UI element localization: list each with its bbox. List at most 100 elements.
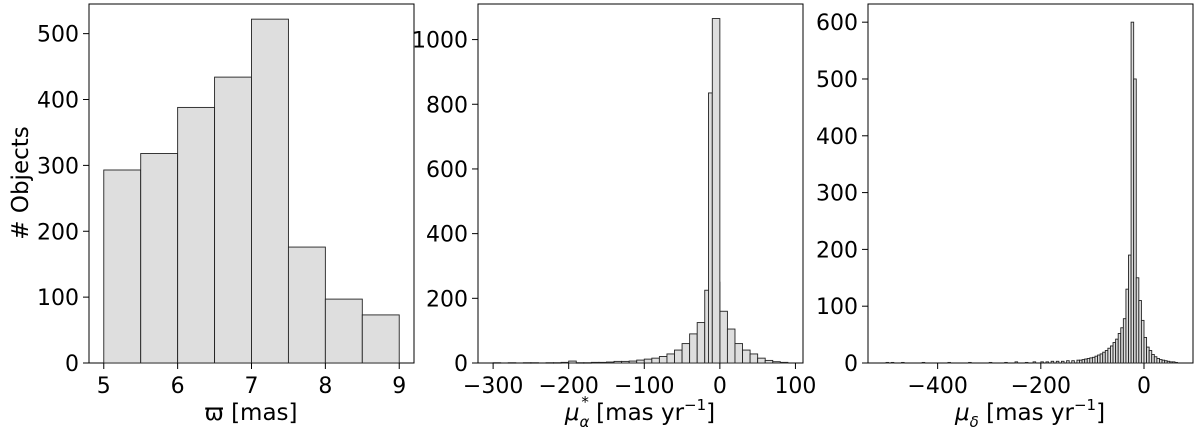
histogram-bar xyxy=(1061,360,1065,364)
pmdec-xlabel-rest: [mas yr xyxy=(979,400,1075,426)
histogram-bar xyxy=(214,76,252,364)
x-tick-label: 5 xyxy=(97,374,111,399)
pmra-xlabel-sup: * xyxy=(581,393,589,411)
histogram-bar xyxy=(742,349,751,364)
histogram-bar xyxy=(968,361,972,364)
histogram-bar xyxy=(324,298,363,364)
histogram-bar xyxy=(530,362,539,364)
histogram-bar xyxy=(711,18,721,364)
histogram-bar xyxy=(545,362,555,364)
histogram-bar xyxy=(726,328,736,364)
panel-pmra-xlabel: μα * [mas yr−1] xyxy=(564,393,715,431)
histogram-bar xyxy=(621,360,630,364)
pmdec-xlabel-close: ] xyxy=(1096,400,1105,426)
histogram-bar xyxy=(734,343,743,364)
panel-parallax-bars xyxy=(103,18,400,364)
histogram-bar xyxy=(103,169,142,364)
panel-pmra-bars xyxy=(492,18,789,364)
x-tick-label: −400 xyxy=(907,374,967,399)
histogram-bar xyxy=(681,343,691,364)
histogram-bar xyxy=(1014,361,1019,364)
histogram-bar xyxy=(575,362,585,364)
x-tick-label: 6 xyxy=(171,374,185,399)
panel-pmra-frame xyxy=(477,3,804,364)
y-tick-label: 800 xyxy=(426,93,468,118)
histogram-bar xyxy=(1040,361,1044,364)
x-tick-label: 0 xyxy=(1137,374,1151,399)
histogram-bar xyxy=(696,322,706,364)
histogram-bar xyxy=(287,246,326,364)
histogram-bar xyxy=(598,361,607,364)
histogram-bar xyxy=(1055,360,1060,364)
pmra-xlabel-close: ] xyxy=(706,400,715,426)
y-tick-label: 200 xyxy=(37,220,79,245)
y-tick-label: 100 xyxy=(816,295,858,320)
y-tick-label: 0 xyxy=(65,352,79,377)
histogram-bar xyxy=(689,333,698,364)
histogram-bar xyxy=(251,18,289,364)
panel-pmdec: −400 −200 0 0 100 200 300 400 500 600 μδ [mas yr… xyxy=(816,3,1194,431)
histogram-bar xyxy=(757,357,766,364)
histogram-bar xyxy=(560,361,570,364)
histogram-bar xyxy=(988,361,993,364)
histogram-bar xyxy=(1066,360,1070,364)
y-tick-label: 300 xyxy=(816,182,858,207)
histogram-bar xyxy=(1032,361,1037,364)
panel-pmra: −300 −200 −100 0 100 0 200 400 600 800 1000 μα * [… xyxy=(412,3,816,431)
histogram-bar xyxy=(1071,360,1075,364)
histogram-bar xyxy=(901,361,905,364)
panel-pmdec-bars xyxy=(885,21,1178,364)
x-tick-label: −300 xyxy=(463,374,523,399)
panel-parallax-yticks: 0 100 200 300 400 500 xyxy=(37,23,89,377)
panel-parallax-xlabel: ϖ [mas] xyxy=(205,400,298,426)
y-tick-label: 200 xyxy=(426,287,468,312)
x-tick-label: 7 xyxy=(245,374,259,399)
histogram-bar xyxy=(651,357,660,364)
pmra-xlabel-rest: [mas yr xyxy=(589,400,685,426)
histogram-bar xyxy=(177,106,216,364)
y-tick-label: 0 xyxy=(454,352,468,377)
histogram-bar xyxy=(1133,78,1137,364)
histogram-bar xyxy=(947,361,951,364)
histogram-bar xyxy=(590,361,600,364)
x-tick-label: −100 xyxy=(614,374,674,399)
panel-pmdec-xticks: −400 −200 0 xyxy=(907,363,1151,399)
panel-pmdec-xlabel: μδ [mas yr−1] xyxy=(954,396,1105,431)
y-tick-label: 400 xyxy=(37,89,79,114)
histogram-bar xyxy=(708,92,713,364)
y-tick-label: 100 xyxy=(37,286,79,311)
histogram-bar xyxy=(719,310,728,364)
histogram-bar xyxy=(666,353,675,364)
pmra-xlabel-mu: μ xyxy=(564,400,580,426)
y-tick-label: 400 xyxy=(816,125,858,150)
x-tick-label: −200 xyxy=(538,374,598,399)
histogram-bar xyxy=(522,362,532,364)
histogram-bar xyxy=(1024,361,1029,364)
histogram-bar xyxy=(890,361,895,364)
histogram-bar xyxy=(749,353,759,364)
pmra-xlabel-sub: α xyxy=(579,413,589,431)
histogram-bar xyxy=(772,361,781,364)
x-tick-label: 9 xyxy=(392,374,406,399)
pmdec-xlabel-sub: δ xyxy=(970,413,979,431)
histogram-bar xyxy=(1004,361,1008,364)
pmdec-xlabel-exp: −1 xyxy=(1074,396,1096,414)
y-tick-label: 500 xyxy=(816,68,858,93)
histogram-bar xyxy=(764,359,774,364)
panel-parallax-ylabel: # Objects xyxy=(8,126,34,239)
y-tick-label: 600 xyxy=(426,158,468,183)
histogram-bar xyxy=(361,314,400,364)
histogram-bar xyxy=(492,362,502,364)
y-tick-label: 400 xyxy=(426,223,468,248)
x-tick-label: 8 xyxy=(318,374,332,399)
histogram-bar xyxy=(568,360,577,364)
histogram-bar xyxy=(779,361,789,364)
pmra-xlabel-exp: −1 xyxy=(684,396,706,414)
panel-parallax: 5 6 7 8 9 0 100 200 300 400 500 ϖ [mas] # Objects xyxy=(8,3,415,426)
histogram-bar xyxy=(1045,361,1050,364)
histogram-bar xyxy=(553,362,562,364)
panel-pmra-yticks: 0 200 400 600 800 1000 xyxy=(412,29,478,377)
x-tick-label: −200 xyxy=(1011,374,1071,399)
y-tick-label: 600 xyxy=(816,11,858,36)
